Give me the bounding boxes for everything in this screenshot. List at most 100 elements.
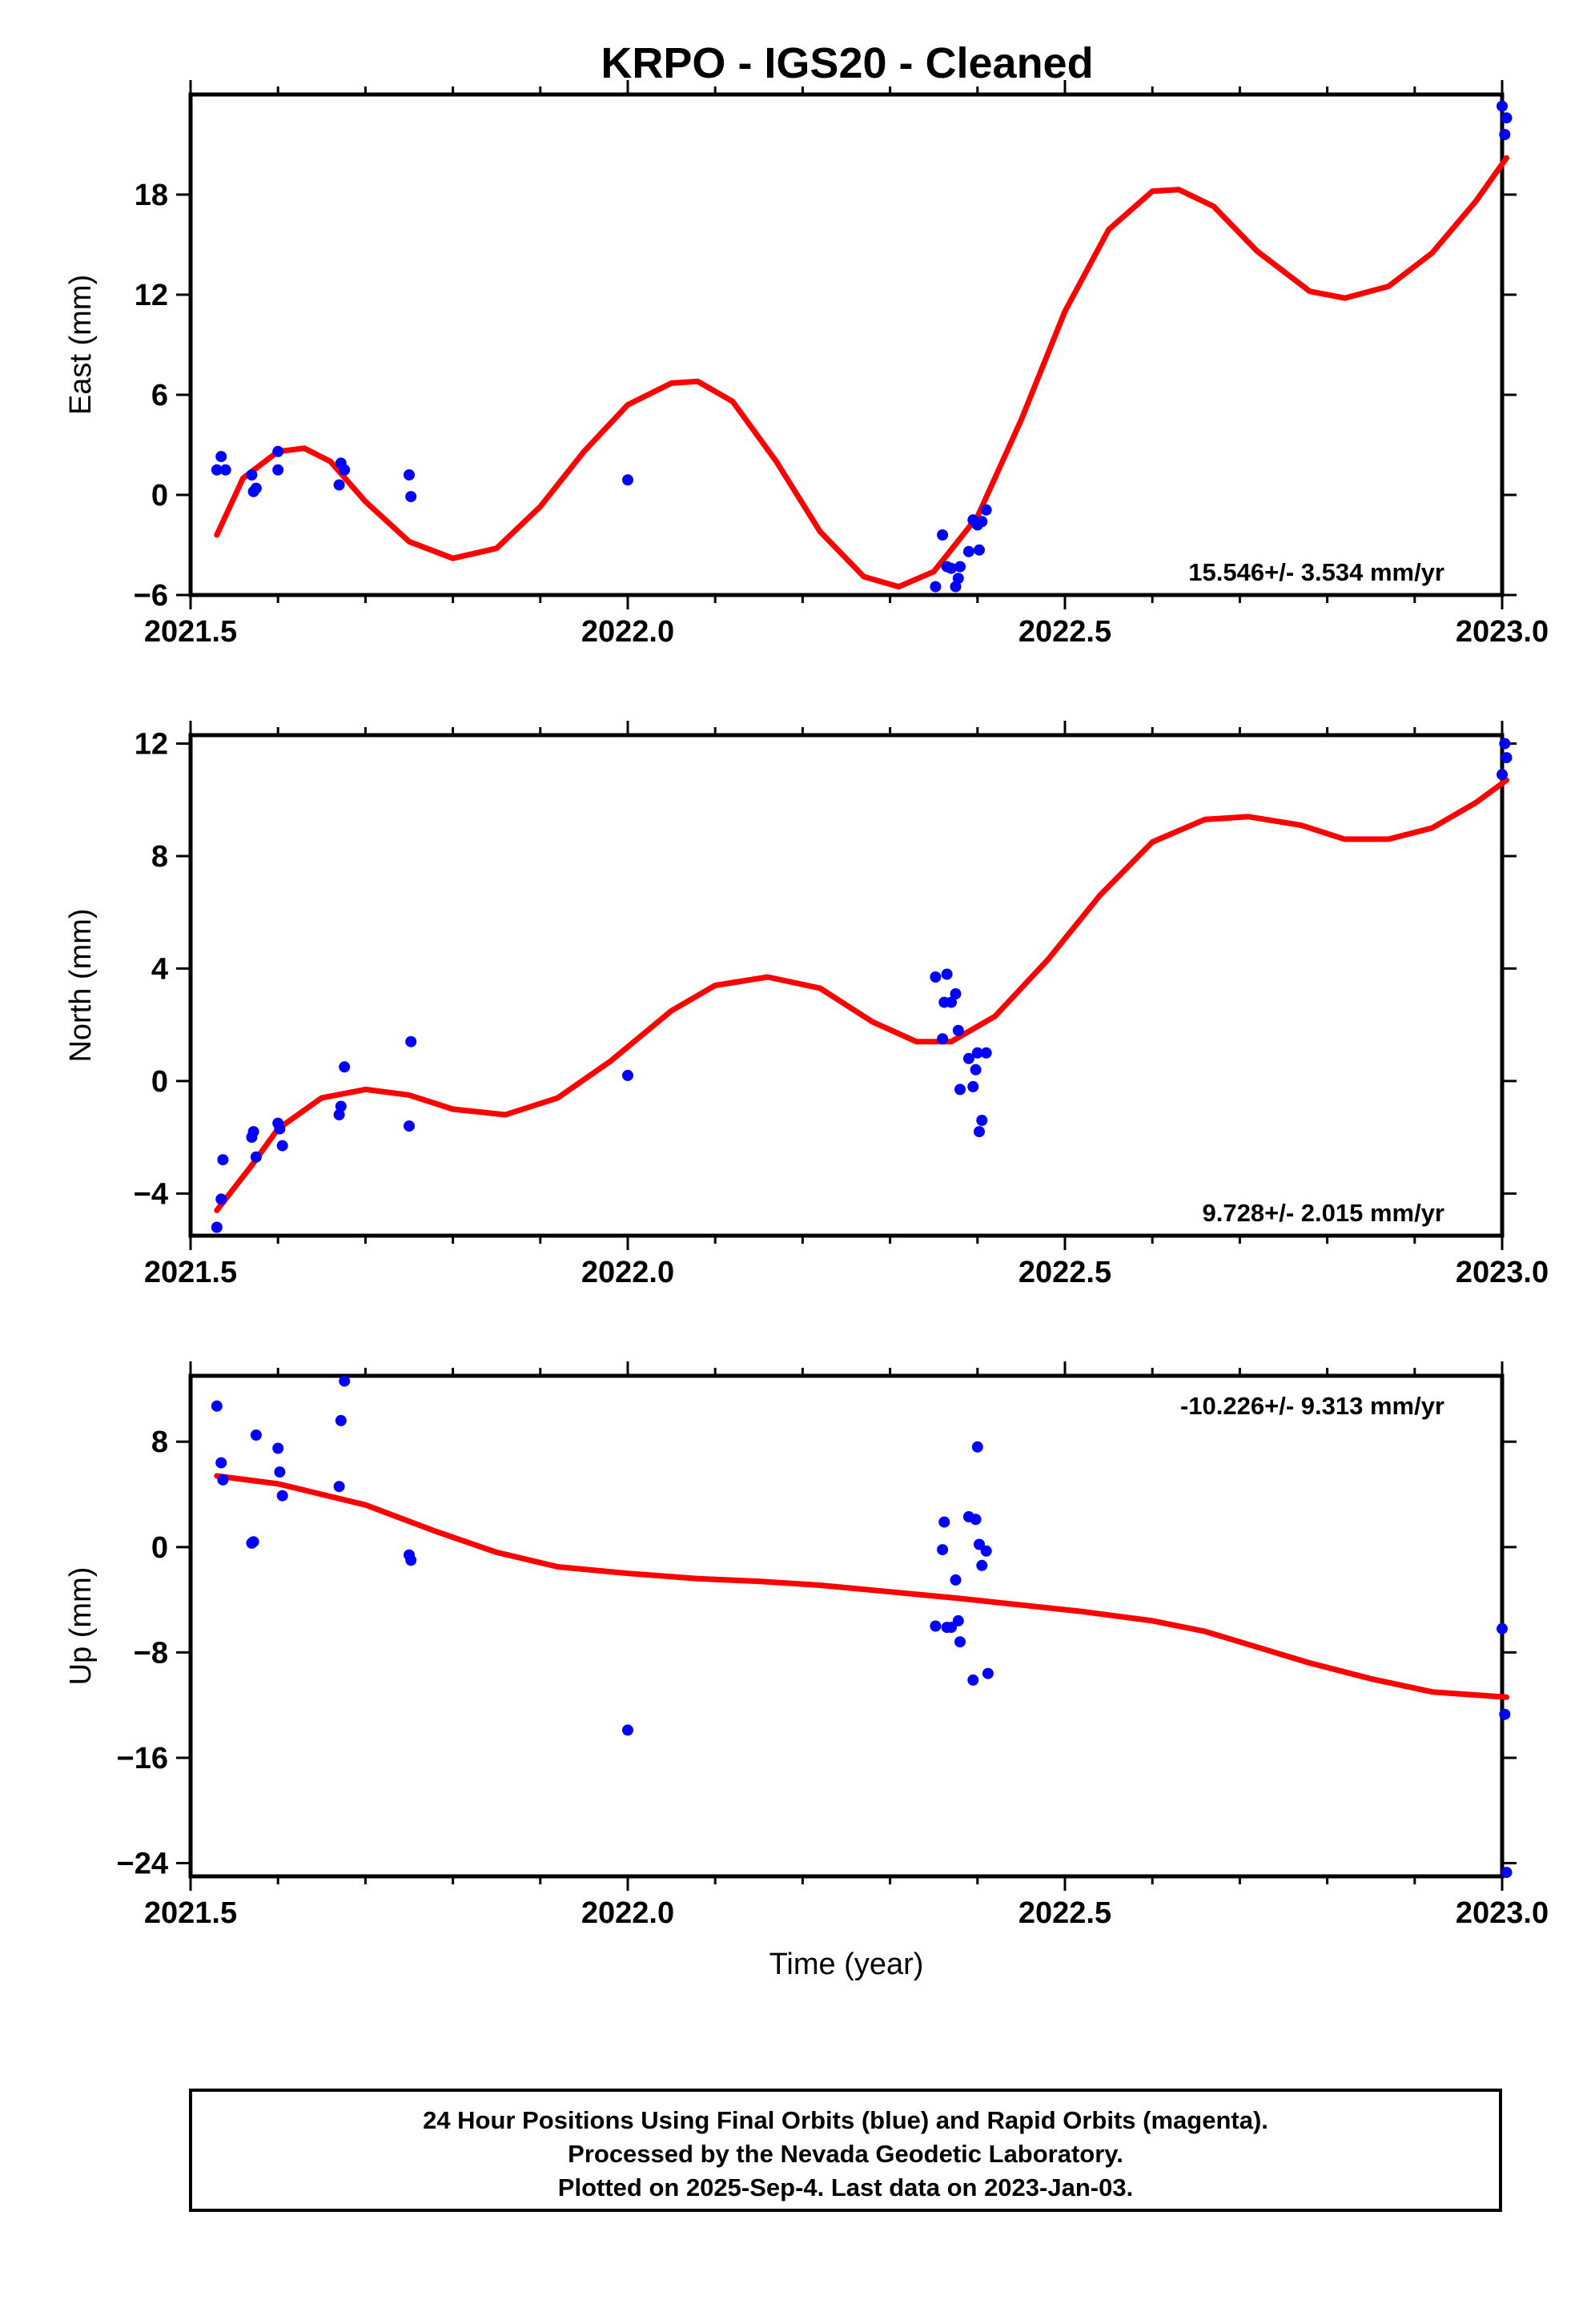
up-xtick-label: 2022.0 xyxy=(581,1896,674,1930)
up-data-point xyxy=(970,1514,982,1526)
up-data-point xyxy=(976,1559,988,1571)
up-data-point xyxy=(339,1375,351,1387)
north-data-point xyxy=(217,1154,229,1166)
up-data-point xyxy=(272,1442,284,1454)
east-xtick-label: 2021.5 xyxy=(144,615,237,649)
up-data-point xyxy=(954,1636,966,1648)
east-data-point xyxy=(339,464,351,476)
footer-line-1: 24 Hour Positions Using Final Orbits (bl… xyxy=(423,2106,1268,2134)
east-ytick-label: −6 xyxy=(134,579,168,613)
up-data-point xyxy=(982,1667,994,1679)
footer-box: 24 Hour Positions Using Final Orbits (bl… xyxy=(189,2089,1502,2212)
up-ytick-label: 8 xyxy=(151,1425,168,1459)
up-data-point xyxy=(333,1481,345,1493)
north-data-point xyxy=(622,1069,633,1081)
up-data-point xyxy=(1501,1867,1513,1879)
east-xtick-label: 2022.0 xyxy=(581,615,674,649)
up-data-point xyxy=(1499,1708,1511,1720)
north-data-point xyxy=(274,1123,286,1135)
east-data-point xyxy=(333,479,345,491)
east-data-point xyxy=(980,504,992,516)
north-data-point xyxy=(1497,769,1508,781)
east-data-point xyxy=(976,516,988,528)
north-data-point xyxy=(276,1140,288,1152)
north-data-point xyxy=(946,996,957,1008)
up-data-point xyxy=(971,1441,983,1453)
north-ytick-label: 12 xyxy=(135,728,168,762)
east-data-point xyxy=(962,545,974,557)
east-ytick-label: 6 xyxy=(151,379,168,412)
up-xtick-label: 2022.5 xyxy=(1018,1896,1111,1930)
up-data-point xyxy=(215,1457,227,1469)
east-data-point xyxy=(211,464,223,476)
north-data-point xyxy=(937,1033,949,1045)
north-data-point xyxy=(971,1047,983,1059)
east-ytick-label: 12 xyxy=(135,279,168,312)
up-ytick-label: −24 xyxy=(117,1848,168,1881)
east-data-point xyxy=(272,445,284,457)
north-ytick-label: −4 xyxy=(134,1177,168,1211)
up-data-point xyxy=(274,1466,286,1478)
up-ylabel: Up (mm) xyxy=(64,1567,98,1686)
up-data-point xyxy=(1497,1622,1508,1634)
up-frame xyxy=(188,1373,1505,1879)
north-data-point xyxy=(954,1084,966,1096)
east-data-point xyxy=(1499,129,1511,140)
east-data-point xyxy=(404,469,415,480)
east-data-point xyxy=(246,469,258,480)
north-fit-line xyxy=(214,777,1509,1213)
up-data-point xyxy=(335,1414,347,1426)
east-xtick-label: 2023.0 xyxy=(1456,615,1549,649)
footer-line-2: Processed by the Nevada Geodetic Laborat… xyxy=(568,2140,1123,2168)
north-xtick-label: 2021.5 xyxy=(144,1256,237,1289)
east-ytick-label: 18 xyxy=(135,179,168,212)
east-data-point xyxy=(272,464,284,476)
up-data-point xyxy=(622,1724,633,1736)
north-panel: 2021.5 2022.0 2022.5 2023.0 −4 0 4 8 12 North (mm… xyxy=(64,721,1549,1289)
north-ytick-label: 0 xyxy=(151,1065,168,1099)
up-data-point xyxy=(211,1400,223,1412)
north-data-point xyxy=(1501,752,1513,764)
north-data-point xyxy=(333,1109,345,1120)
east-data-point xyxy=(405,491,417,503)
east-data-point xyxy=(1497,100,1508,112)
east-data-point xyxy=(954,561,966,573)
north-xtick-label: 2022.5 xyxy=(1018,1256,1111,1289)
up-data-point xyxy=(980,1545,992,1557)
up-data-point xyxy=(217,1474,229,1486)
north-data-point xyxy=(930,971,942,983)
north-rate-label: 9.728+/- 2.015 mm/yr xyxy=(1203,1199,1444,1227)
up-rate-label: -10.226+/- 9.313 mm/yr xyxy=(1180,1392,1444,1420)
north-ytick-label: 4 xyxy=(151,952,168,986)
east-data-point xyxy=(250,482,262,494)
east-ytick-label: 0 xyxy=(151,479,168,513)
up-xtick-label: 2021.5 xyxy=(144,1896,237,1930)
east-ylabel: East (mm) xyxy=(64,275,98,415)
north-frame xyxy=(188,733,1505,1238)
north-data-point xyxy=(247,1126,259,1138)
up-data-point xyxy=(974,1538,985,1550)
north-data-point xyxy=(404,1120,415,1132)
east-data-point xyxy=(937,529,949,541)
north-data-point xyxy=(952,1024,964,1036)
north-data-point xyxy=(405,1035,417,1047)
up-ytick-label: −16 xyxy=(117,1742,168,1775)
north-data-point xyxy=(215,1193,227,1205)
north-data-point xyxy=(950,988,962,999)
chart-title: KRPO - IGS20 - Cleaned xyxy=(601,39,1093,87)
up-data-point xyxy=(946,1622,957,1634)
up-data-point xyxy=(405,1554,417,1566)
east-panel: 2021.5 2022.0 2022.5 2023.0 −6 0 6 12 18 East (mm… xyxy=(64,80,1549,649)
north-data-point xyxy=(980,1047,992,1059)
up-ytick-label: 0 xyxy=(151,1531,168,1565)
north-data-point xyxy=(962,1052,974,1064)
up-data-point xyxy=(952,1614,964,1626)
north-data-point xyxy=(339,1061,351,1073)
north-xtick-label: 2022.0 xyxy=(581,1256,674,1289)
up-data-point xyxy=(250,1429,262,1441)
east-data-point xyxy=(1501,112,1513,124)
north-ytick-label: 8 xyxy=(151,840,168,874)
footer-line-3: Plotted on 2025-Sep-4. Last data on 2023… xyxy=(558,2173,1133,2201)
east-data-point xyxy=(215,451,227,463)
